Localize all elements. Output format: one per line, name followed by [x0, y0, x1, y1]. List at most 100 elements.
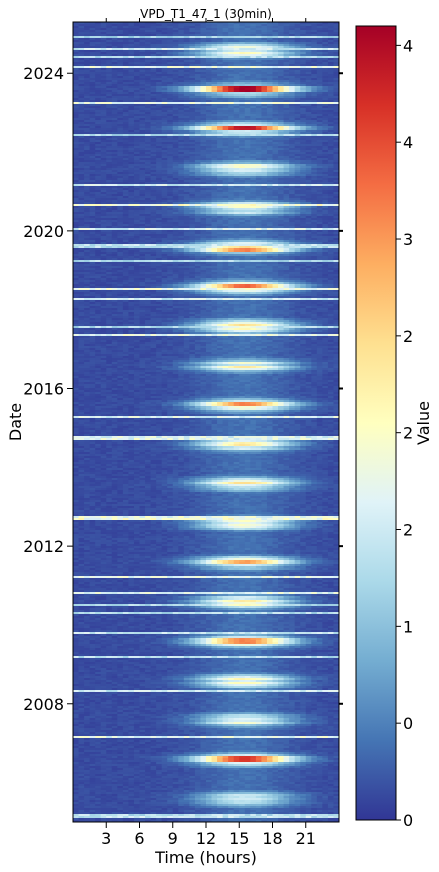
heatmap-cell	[117, 104, 124, 107]
heatmap-cell	[89, 58, 96, 61]
heatmap-cell	[133, 38, 140, 41]
heatmap-cell	[95, 104, 102, 107]
heatmap-cell	[261, 94, 268, 97]
heatmap-cell	[222, 28, 229, 31]
heatmap-cell	[316, 114, 323, 117]
heatmap-cell	[305, 90, 312, 93]
heatmap-cell	[78, 44, 85, 47]
heatmap-cell	[172, 32, 179, 35]
heatmap-cell	[161, 98, 168, 101]
heatmap-cell	[327, 34, 334, 37]
heatmap-cell	[189, 86, 196, 89]
heatmap-cell	[322, 84, 329, 87]
heatmap-cell	[156, 96, 163, 99]
heatmap-cell	[139, 100, 146, 103]
heatmap-cell	[128, 118, 135, 121]
heatmap-cell	[278, 36, 284, 39]
heatmap-cell	[289, 60, 296, 63]
heatmap-cell	[111, 96, 118, 99]
heatmap-cell	[194, 104, 201, 107]
heatmap-cell	[100, 104, 107, 107]
heatmap-cell	[178, 52, 185, 55]
heatmap-cell	[311, 58, 318, 61]
heatmap-cell	[300, 110, 307, 113]
heatmap-cell	[311, 100, 318, 103]
heatmap-cell	[73, 112, 79, 115]
heatmap-cell	[222, 48, 229, 51]
heatmap-cell	[228, 78, 235, 81]
heatmap-cell	[128, 32, 135, 35]
heatmap-cell	[95, 106, 102, 109]
heatmap-cell	[167, 34, 174, 37]
heatmap-cell	[289, 124, 296, 127]
heatmap-cell	[311, 70, 318, 73]
heatmap-cell	[244, 118, 251, 121]
heatmap-cell	[311, 118, 318, 121]
heatmap-cell	[150, 120, 157, 123]
heatmap-cell	[261, 22, 268, 25]
heatmap-cell	[117, 120, 124, 123]
heatmap-cell	[261, 54, 268, 57]
heatmap-cell	[239, 112, 246, 115]
heatmap-cell	[311, 120, 318, 123]
heatmap-cell	[200, 48, 207, 51]
heatmap-cell	[161, 46, 168, 49]
heatmap-cell	[156, 52, 163, 55]
heatmap-cell	[222, 46, 229, 49]
heatmap-cell	[156, 36, 163, 39]
heatmap-cell	[283, 76, 290, 79]
heatmap-cell	[206, 30, 212, 33]
heatmap-cell	[106, 88, 113, 91]
heatmap-cell	[305, 96, 312, 99]
heatmap-cell	[189, 102, 196, 105]
heatmap-cell	[139, 118, 146, 121]
heatmap-cell	[194, 118, 201, 121]
heatmap-cell	[233, 108, 240, 111]
heatmap-cell	[294, 44, 301, 47]
heatmap-cell	[217, 60, 224, 63]
heatmap-cell	[233, 96, 240, 99]
heatmap-cell	[117, 112, 124, 115]
heatmap-cell	[206, 96, 212, 99]
heatmap-cell	[272, 78, 279, 81]
heatmap-cell	[145, 80, 151, 83]
heatmap-cell	[100, 68, 107, 71]
heatmap-cell	[183, 106, 190, 109]
heatmap-cell	[244, 52, 251, 55]
heatmap-cell	[128, 64, 135, 67]
heatmap-cell	[194, 64, 201, 67]
heatmap-cell	[156, 120, 163, 123]
heatmap-cell	[333, 50, 340, 53]
heatmap-cell	[178, 86, 185, 89]
heatmap-cell	[128, 42, 135, 45]
heatmap-cell	[222, 100, 229, 103]
heatmap-cell	[117, 48, 124, 51]
heatmap-cell	[172, 106, 179, 109]
heatmap-cell	[333, 106, 340, 109]
heatmap-cell	[261, 118, 268, 121]
heatmap-cell	[156, 88, 163, 91]
heatmap-cell	[73, 68, 79, 71]
heatmap-cell	[84, 104, 91, 107]
heatmap-cell	[117, 110, 124, 113]
heatmap-cell	[183, 64, 190, 67]
heatmap-cell	[266, 24, 273, 27]
heatmap-cells	[73, 22, 340, 823]
heatmap-cell	[327, 46, 334, 49]
heatmap-cell	[266, 38, 273, 41]
heatmap-cell	[200, 44, 207, 47]
heatmap-cell	[266, 28, 273, 31]
heatmap-cell	[206, 116, 212, 119]
heatmap-cell	[311, 104, 318, 107]
heatmap-cell	[73, 90, 79, 93]
heatmap-cell	[172, 74, 179, 77]
heatmap-cell	[266, 32, 273, 35]
heatmap-cell	[322, 104, 329, 107]
heatmap-cell	[183, 124, 190, 127]
heatmap-cell	[206, 90, 212, 93]
heatmap-cell	[266, 30, 273, 33]
heatmap-cell	[289, 32, 296, 35]
heatmap-cell	[111, 86, 118, 89]
heatmap-cell	[211, 112, 218, 115]
heatmap-cell	[161, 92, 168, 95]
